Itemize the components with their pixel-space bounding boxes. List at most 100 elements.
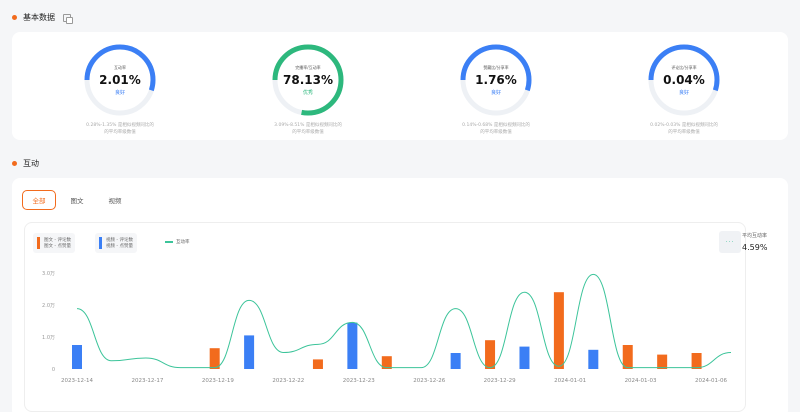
gauge-arc — [648, 44, 720, 116]
gauge: 评论比/分享率 0.04% 良好 — [646, 42, 722, 118]
copy-icon[interactable] — [63, 13, 73, 24]
legend-label: 图文 - 点赞量 — [44, 244, 71, 249]
legend-engagement-line[interactable]: 互动率 — [165, 239, 190, 245]
interaction-chart: 3.0万2.0万1.0万0 3.50%3.00%2.50%2.00%1.50%1… — [42, 271, 732, 384]
gauge: 赞藏比/分享率 1.76% 良好 — [458, 42, 534, 118]
average-rate-label: 平均互动率 — [742, 233, 768, 239]
metric-level: 良好 — [678, 89, 689, 96]
metric-level: 良好 — [114, 89, 125, 96]
bar — [691, 353, 702, 369]
engagement-rate-line — [76, 273, 732, 369]
interaction-header: 互动 — [12, 158, 39, 169]
metric-note-line2: 的平均率级数值 — [292, 130, 324, 135]
metric-label: 评论比/分享率 — [671, 64, 697, 70]
metric-value: 0.04% — [663, 72, 705, 87]
bar — [450, 353, 461, 369]
x-axis-tick-label: 2023-12-29 — [484, 378, 516, 384]
metric-label: 完播率/互动率 — [295, 64, 321, 70]
metric-engagement-rate: 互动率 2.01% 良好 0.28%-1.35% 是相似视频同比的 的平均率级数… — [60, 42, 180, 136]
metric-value: 2.01% — [99, 72, 141, 87]
section-dot-icon — [12, 15, 17, 20]
x-axis-tick-label: 2023-12-19 — [202, 378, 234, 384]
left-axis-tick-label: 3.0万 — [42, 271, 55, 277]
gauge-ring — [460, 44, 532, 116]
gauge-ring — [84, 44, 156, 116]
bar — [72, 345, 82, 369]
metric-note-line2: 的平均率级数值 — [480, 130, 512, 135]
bar — [244, 335, 255, 369]
basic-data-title: 基本数据 — [23, 13, 55, 22]
metric-label: 互动率 — [114, 64, 126, 70]
basic-data-header: 基本数据 — [12, 12, 73, 24]
metric-note-line1: 0.14%-0.68% 是相似视频同比的 — [462, 123, 530, 128]
legend-label: 视频 - 点赞量 — [106, 244, 133, 249]
x-axis-tick-label: 2023-12-17 — [131, 378, 163, 384]
metric-note: 0.14%-0.68% 是相似视频同比的 的平均率级数值 — [446, 122, 546, 136]
average-rate-value: 4.59% — [742, 243, 768, 252]
legend-video[interactable]: 视频 - 评论数 视频 - 点赞量 — [95, 233, 137, 253]
more-options-button[interactable]: ··· — [719, 231, 741, 253]
metric-note-line1: 0.28%-1.35% 是相似视频同比的 — [86, 123, 154, 128]
left-axis: 3.0万 2.0万 1.0万 0 — [42, 271, 55, 373]
bar — [622, 345, 633, 369]
content-type-tabs: 全部 图文 视频 — [22, 190, 132, 210]
metric-note: 0.28%-1.35% 是相似视频同比的 的平均率级数值 — [70, 122, 170, 136]
metric-level: 优秀 — [302, 89, 313, 96]
x-axis-tick-label: 2023-12-14 — [61, 378, 93, 384]
gauge-arc — [460, 44, 532, 116]
bar — [553, 292, 564, 369]
bar — [209, 348, 220, 369]
legend-label: 互动率 — [176, 240, 190, 245]
metric-like-share-rate: 赞藏比/分享率 1.76% 良好 0.14%-0.68% 是相似视频同比的 的平… — [436, 42, 556, 136]
legend-label: 视频 - 评论数 — [106, 238, 133, 243]
gauge: 互动率 2.01% 良好 — [82, 42, 158, 118]
legend-swatch-green — [165, 241, 173, 243]
metric-note: 3.09%-8.51% 是相似视频同比的 的平均率级数值 — [258, 122, 358, 136]
metric-note-line1: 3.09%-8.51% 是相似视频同比的 — [274, 123, 342, 128]
bar — [485, 340, 496, 369]
metric-note-line2: 的平均率级数值 — [104, 130, 136, 135]
x-axis-tick-label: 2024-01-01 — [554, 378, 586, 384]
basic-data-card: 互动率 2.01% 良好 0.28%-1.35% 是相似视频同比的 的平均率级数… — [12, 32, 788, 140]
gauge-arc — [272, 44, 344, 116]
bar — [381, 356, 392, 369]
bars — [72, 292, 702, 369]
gauge: 完播率/互动率 78.13% 优秀 — [270, 42, 346, 118]
bar — [657, 354, 668, 369]
bar — [347, 322, 358, 369]
tab-all[interactable]: 全部 — [22, 190, 56, 210]
metric-level: 良好 — [490, 89, 501, 96]
metric-note: 0.02%-0.03% 是相似视频同比的 的平均率级数值 — [634, 122, 734, 136]
metric-comment-share-rate: 评论比/分享率 0.04% 良好 0.02%-0.03% 是相似视频同比的 的平… — [624, 42, 744, 136]
x-axis-tick-label: 2023-12-22 — [272, 378, 304, 384]
tab-video[interactable]: 视频 — [108, 197, 122, 205]
legend-label: 图文 - 评论数 — [44, 238, 71, 243]
legend-image-text[interactable]: 图文 - 评论数 图文 - 点赞量 — [33, 233, 75, 253]
left-axis-tick-label: 2.0万 — [42, 303, 55, 309]
left-axis-tick-label: 0 — [52, 367, 55, 373]
metric-label: 赞藏比/分享率 — [483, 64, 509, 70]
legend-swatch-blue — [99, 237, 102, 249]
x-axis-tick-label: 2024-01-06 — [695, 378, 727, 384]
gauge-arc — [84, 44, 156, 116]
x-axis: 2023-12-14 2023-12-17 2023-12-19 2023-12-22… — [61, 378, 727, 384]
x-axis-tick-label: 2024-01-03 — [625, 378, 657, 384]
x-axis-tick-label: 2023-12-23 — [343, 378, 375, 384]
metric-note-line1: 0.02%-0.03% 是相似视频同比的 — [650, 123, 718, 128]
tab-image-text[interactable]: 图文 — [70, 197, 84, 205]
legend-swatch-orange — [37, 237, 40, 249]
interaction-title: 互动 — [23, 159, 39, 168]
bar — [312, 359, 323, 369]
gauge-ring — [272, 44, 344, 116]
x-axis-tick-label: 2023-12-26 — [413, 378, 445, 384]
interaction-chart-panel: 图文 - 评论数 图文 - 点赞量 视频 - 评论数 视频 - 点赞量 互动率 … — [24, 222, 746, 412]
section-dot-icon — [12, 161, 17, 166]
left-axis-tick-label: 1.0万 — [42, 335, 55, 341]
gauge-ring — [648, 44, 720, 116]
bar — [519, 346, 530, 369]
bar — [588, 349, 599, 369]
metric-note-line2: 的平均率级数值 — [668, 130, 700, 135]
metric-value: 1.76% — [475, 72, 517, 87]
metric-completion-rate: 完播率/互动率 78.13% 优秀 3.09%-8.51% 是相似视频同比的 的… — [248, 42, 368, 136]
metric-value: 78.13% — [283, 72, 333, 87]
